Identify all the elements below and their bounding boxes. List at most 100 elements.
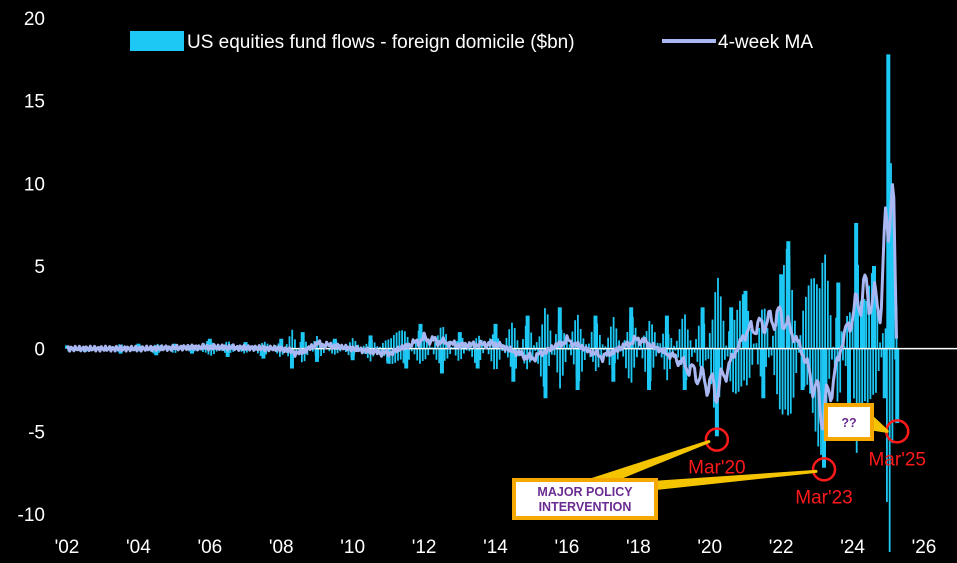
fund-flow-bar <box>689 340 692 349</box>
fund-flow-bar <box>365 343 368 349</box>
fund-flow-bar <box>331 348 333 354</box>
fund-flow-bar <box>392 335 395 349</box>
fund-flow-bar <box>381 342 384 349</box>
fund-flow-bar <box>213 348 215 355</box>
fund-flow-spike-bar <box>743 290 748 349</box>
ma-line <box>65 183 898 431</box>
y-tick-label: -5 <box>28 422 45 443</box>
fund-flow-spike-bar <box>289 348 294 369</box>
fund-flow-bar <box>729 348 732 382</box>
y-tick-label: 5 <box>34 257 45 278</box>
fund-flow-bar <box>722 320 725 349</box>
fund-flow-bar <box>843 345 846 349</box>
fund-flow-bar <box>711 319 714 349</box>
fund-flow-bar <box>795 348 798 373</box>
x-axis-ticks: '02 '04 '06 '08 '10 '12 '14 '16 '18 '20 '22 '24 '26 <box>55 537 937 558</box>
fund-flow-bar <box>670 338 673 349</box>
fund-flow-bar <box>594 348 597 372</box>
fund-flow-bar <box>796 343 799 349</box>
fund-flow-spike-bar <box>511 348 516 382</box>
fund-flow-bar <box>759 348 762 377</box>
fund-flow-bar <box>732 348 734 393</box>
fund-flow-bar <box>549 330 552 349</box>
fund-flow-spike-bar <box>786 241 791 349</box>
fund-flow-bar <box>285 344 288 349</box>
fund-flow-bar <box>773 348 776 375</box>
fund-flow-bar <box>891 348 894 444</box>
fund-flow-bar <box>423 332 425 349</box>
fund-flow-spike-bar <box>629 307 634 349</box>
fund-flow-bar <box>243 348 246 354</box>
fund-flow-bar <box>390 338 393 349</box>
legend: US equities fund flows - foreign domicil… <box>130 31 813 53</box>
fund-flow-bar <box>684 314 686 349</box>
fund-flow-bar <box>652 348 655 368</box>
fund-flow-bar <box>842 348 844 361</box>
fund-flow-bar <box>755 343 758 349</box>
fund-flow-bar <box>509 348 512 367</box>
fund-flow-spike-bar <box>300 332 305 349</box>
fund-flow-bar <box>538 336 541 349</box>
fund-flow-bar <box>859 300 862 349</box>
fund-flow-bar <box>662 333 664 349</box>
fund-flow-bar <box>675 340 678 349</box>
fund-flow-bar <box>539 348 542 377</box>
annotation-circle <box>811 457 837 482</box>
fund-flow-bar <box>204 348 207 353</box>
fund-flow-bar <box>294 339 296 349</box>
fund-flow-bar <box>861 348 864 410</box>
fund-flow-spike-bar <box>261 348 266 359</box>
fund-flow-bar <box>723 348 726 360</box>
fund-flow-bar <box>714 292 717 349</box>
fund-flow-spike-bar <box>368 335 373 349</box>
fund-flow-bar <box>232 348 235 352</box>
fund-flow-bar <box>802 310 805 349</box>
fund-flow-spike-bar <box>761 348 766 399</box>
fund-flow-bar <box>501 348 504 351</box>
fund-flow-spike-bar <box>418 323 423 349</box>
fund-flow-bar <box>590 331 593 349</box>
fund-flow-bar <box>207 348 210 355</box>
fund-flow-bar <box>781 348 784 415</box>
fund-flow-bar <box>737 348 740 392</box>
fund-flow-bar <box>513 328 516 349</box>
fund-flow-bar <box>454 348 457 356</box>
fund-flow-bar <box>627 348 630 379</box>
fund-flow-bar <box>673 345 675 349</box>
fund-flow-bar <box>828 348 831 379</box>
fund-flow-bar <box>601 344 604 349</box>
fund-flow-bar <box>825 348 828 415</box>
y-tick-label: 0 <box>34 340 45 361</box>
fund-flow-bar <box>630 348 633 383</box>
fund-flow-bar <box>581 348 583 372</box>
fund-flow-bar <box>193 348 196 352</box>
fund-flow-bar <box>872 348 875 395</box>
fund-flow-bar <box>240 348 243 352</box>
fund-flow-bar <box>398 330 401 349</box>
y-tick-label: 10 <box>24 174 45 195</box>
fund-flow-bar <box>473 348 476 363</box>
fund-flow-bar <box>265 348 268 355</box>
fund-flow-bar <box>831 348 833 360</box>
fund-flow-bar <box>395 332 398 349</box>
fund-flow-bar <box>516 340 519 349</box>
fund-flow-bar <box>534 348 537 351</box>
fund-flow-bar <box>721 348 724 372</box>
annotation-label: Mar'25 <box>868 449 925 470</box>
fund-flow-bar <box>609 326 612 349</box>
x-tick-label: '18 <box>626 537 651 558</box>
fund-flow-bar <box>821 262 824 349</box>
fund-flow-bar <box>419 348 421 364</box>
fund-flow-bar <box>463 348 465 354</box>
x-tick-label: '02 <box>55 537 80 558</box>
fund-flow-bar <box>864 348 866 402</box>
fund-flow-bar <box>655 348 658 357</box>
fund-flow-bar <box>835 317 838 349</box>
fund-flow-bar <box>246 348 248 353</box>
x-tick-label: '12 <box>412 537 437 558</box>
fund-flow-bar <box>832 346 835 349</box>
fund-flow-bar <box>328 348 331 352</box>
annotation-circle <box>704 427 730 452</box>
fund-flow-bar <box>471 348 474 357</box>
fund-flow-bar <box>751 348 754 365</box>
